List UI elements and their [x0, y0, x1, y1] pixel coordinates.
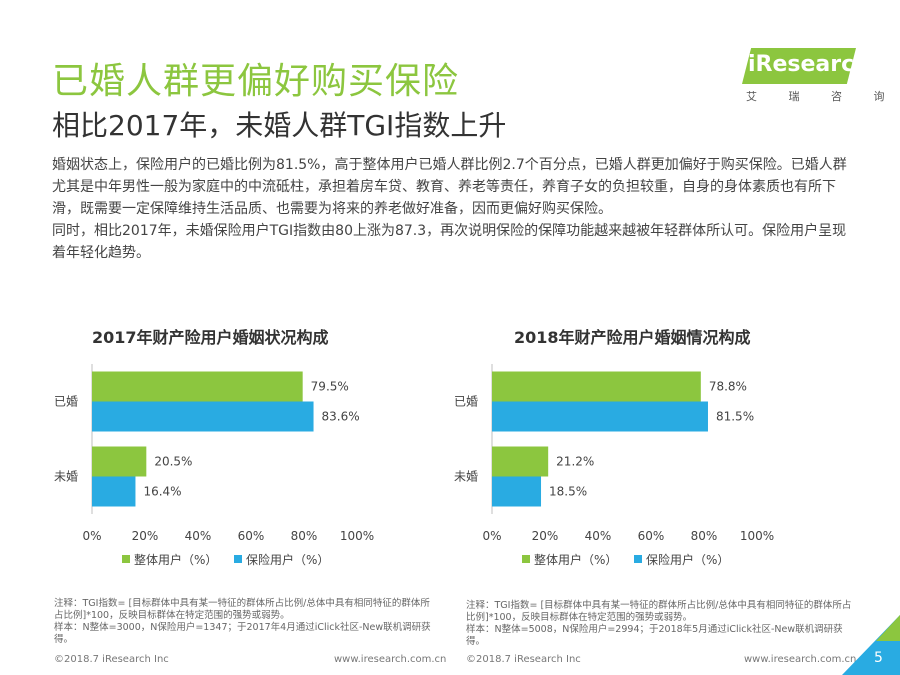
note-2017: 注释：TGI指数= [目标群体中具有某一特征的群体所占比例/总体中具有相同特征的… [54, 598, 431, 645]
data-label: 16.4% [143, 485, 181, 499]
category-label: 已婚 [54, 395, 78, 409]
bar-overall [492, 446, 549, 477]
chart-title-2018: 2018年财产险用户婚姻情况构成 [514, 328, 751, 347]
x-tick-label: 20% [132, 529, 159, 543]
data-label: 18.5% [549, 485, 587, 499]
footer-copyright-left: ©2018.7 iResearch Inc [54, 654, 169, 665]
page-title: 已婚人群更偏好购买保险 [52, 61, 460, 102]
data-label: 21.2% [556, 455, 594, 469]
x-tick-label: 100% [740, 529, 774, 543]
x-tick-label: 80% [691, 529, 718, 543]
x-tick-label: 0% [482, 529, 501, 543]
x-tick-label: 20% [532, 529, 559, 543]
footer-url-left[interactable]: www.iresearch.com.cn [334, 654, 447, 665]
x-tick-label: 40% [585, 529, 612, 543]
bar-chart-2017: 0% 20% 40% 60% 80% 100% 已婚 79.5% 83.6% 未婚 20.5% 16.… [54, 364, 374, 567]
logo-badge [742, 48, 856, 84]
category-label: 未婚 [54, 470, 78, 484]
data-label: 81.5% [716, 410, 754, 424]
data-label: 20.5% [154, 455, 192, 469]
x-tick-label: 60% [638, 529, 665, 543]
bar-overall [92, 371, 303, 402]
data-label: 83.6% [322, 410, 360, 424]
logo-subtext: 艾 瑞 咨 询 [746, 90, 899, 103]
bar-insurance [492, 401, 708, 432]
legend-label: 保险用户（%） [646, 552, 729, 567]
body-paragraph-2: 同时，相比2017年，未婚保险用户TGI指数由80上涨为87.3，再次说明保险的… [52, 223, 847, 261]
footer-copyright-right: ©2018.7 iResearch Inc [466, 654, 581, 665]
category-label: 已婚 [454, 395, 478, 409]
legend-swatch [122, 555, 130, 563]
legend-swatch [522, 555, 530, 563]
category-label: 未婚 [454, 470, 478, 484]
iresearch-logo: iResearch 艾 瑞 咨 询 [740, 48, 885, 106]
legend-label: 整体用户（%） [534, 552, 617, 567]
bar-overall [92, 446, 147, 477]
x-tick-label: 80% [291, 529, 318, 543]
x-tick-label: 60% [238, 529, 265, 543]
legend-swatch [634, 555, 642, 563]
x-tick-label: 0% [82, 529, 101, 543]
bar-overall [492, 371, 701, 402]
bar-chart-2018: 0% 20% 40% 60% 80% 100% 已婚 78.8% 81.5% 未婚 21.2% 18.… [454, 364, 774, 567]
page-subtitle: 相比2017年，未婚人群TGI指数上升 [52, 109, 507, 142]
data-label: 78.8% [709, 380, 747, 394]
footer-url-right[interactable]: www.iresearch.com.cn [744, 654, 857, 665]
chart-title-2017: 2017年财产险用户婚姻状况构成 [92, 328, 329, 347]
data-label: 79.5% [311, 380, 349, 394]
body-paragraph-1: 婚姻状态上，保险用户的已婚比例为81.5%，高于整体用户已婚人群比例2.7个百分… [52, 157, 847, 217]
bar-insurance [92, 401, 314, 432]
page-number: 5 [874, 650, 883, 666]
body-text: 婚姻状态上，保险用户的已婚比例为81.5%，高于整体用户已婚人群比例2.7个百分… [52, 154, 852, 264]
legend-label: 整体用户（%） [134, 552, 217, 567]
legend-swatch [234, 555, 242, 563]
logo-text: iResearch [748, 52, 870, 77]
x-tick-label: 100% [340, 529, 374, 543]
note-2018: 注释：TGI指数= [目标群体中具有某一特征的群体所占比例/总体中具有相同特征的… [466, 600, 852, 647]
corner-decoration [842, 615, 900, 675]
legend-label: 保险用户（%） [246, 552, 329, 567]
x-tick-label: 40% [185, 529, 212, 543]
bar-insurance [92, 476, 136, 507]
bar-insurance [492, 476, 542, 507]
